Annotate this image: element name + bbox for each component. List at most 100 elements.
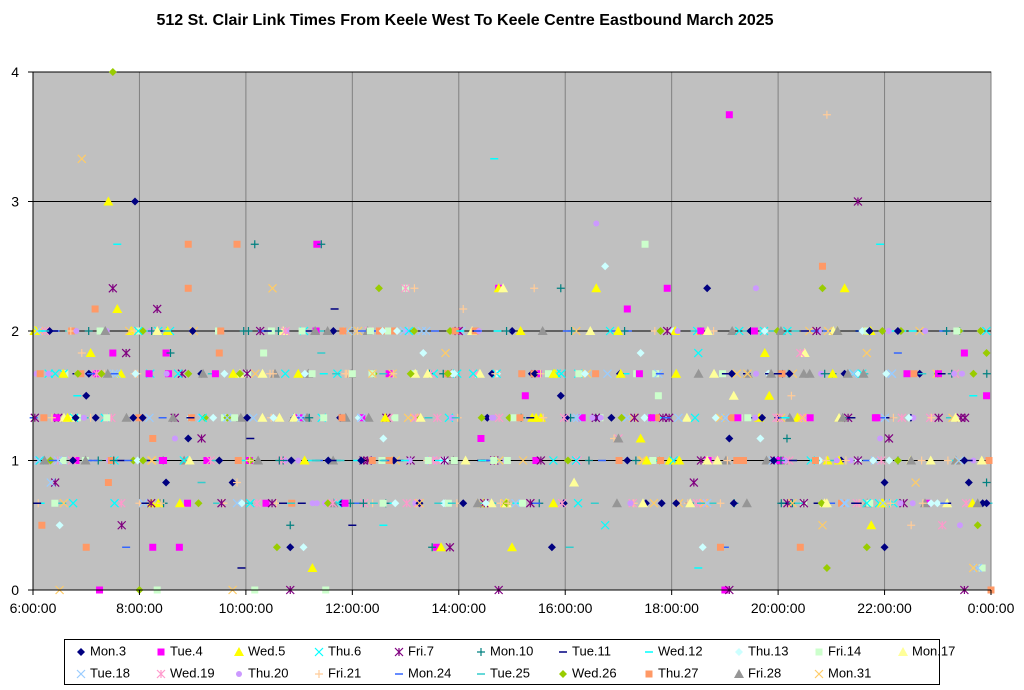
data-point-dense [772, 413, 781, 423]
data-point-dense [406, 457, 413, 464]
data-point-dense [927, 499, 936, 508]
data-point-dense [799, 498, 809, 508]
data-point [893, 327, 902, 335]
data-point-dense [613, 326, 624, 335]
data-point-dense [410, 327, 419, 335]
data-point-dense [878, 498, 888, 508]
data-point-dense [833, 457, 840, 464]
legend-label: Wed.26 [572, 665, 617, 681]
data-point-dense [384, 327, 392, 335]
scatter-plot: 6:00:00 8:00:00 10:00:00 12:00:00 14:00:00 16… [10, 64, 1015, 616]
data-point-dense [671, 368, 682, 378]
x-tick-label: 8:00:00 [116, 600, 163, 616]
data-point-dense [557, 498, 567, 508]
data-point [973, 563, 983, 573]
data-point-dense [502, 327, 511, 335]
data-point-dense [910, 414, 917, 421]
legend-label: Tue.25 [490, 665, 530, 681]
data-point-dense [950, 455, 961, 465]
data-point-dense [592, 370, 600, 378]
data-point-dense [838, 499, 846, 507]
data-point [317, 240, 326, 249]
legend-marker [76, 669, 86, 678]
data-point-dense [363, 412, 374, 422]
data-point [782, 434, 791, 443]
data-point-dense [472, 498, 483, 508]
data-point [348, 370, 356, 378]
data-point-dense [917, 456, 926, 465]
data-point [702, 498, 712, 508]
data-point-dense [91, 413, 100, 422]
legend-item: Fri.28 [733, 665, 781, 681]
data-point-dense [842, 368, 853, 378]
data-point-dense [657, 499, 666, 508]
data-point [968, 563, 978, 573]
data-point [521, 392, 529, 400]
data-point-dense [97, 369, 106, 378]
data-point-dense [80, 455, 91, 465]
data-point-dense [580, 369, 589, 378]
data-point-dense [585, 326, 596, 335]
data-point-dense [257, 412, 268, 422]
data-point-dense [563, 456, 572, 465]
data-point-dense [674, 413, 683, 423]
data-point-dense [532, 457, 540, 464]
data-point [498, 283, 509, 293]
data-point-dense [235, 369, 244, 378]
data-point [441, 348, 450, 358]
data-point [245, 498, 255, 508]
data-point-dense [869, 456, 878, 465]
legend-item: Wed.26 [557, 665, 617, 681]
data-point-dense [734, 414, 742, 422]
legend-label: Thu.6 [328, 643, 362, 659]
data-point-dense [970, 457, 977, 464]
data-point-dense [417, 326, 427, 336]
data-point [46, 478, 56, 487]
data-point [982, 349, 991, 358]
data-point-dense [711, 413, 720, 422]
data-point [862, 543, 871, 552]
data-point [978, 564, 986, 572]
data-point-dense [59, 457, 67, 464]
data-point-dense [681, 412, 692, 422]
data-point-dense [391, 414, 399, 422]
data-point-dense [424, 457, 432, 464]
data-point-dense [203, 457, 211, 464]
data-point-dense [184, 455, 195, 465]
data-point [166, 349, 175, 358]
data-point [268, 283, 277, 293]
data-point-dense [617, 413, 626, 422]
data-point-dense [133, 326, 143, 336]
data-point-dense [858, 368, 869, 378]
data-point-dense [110, 498, 119, 508]
data-point-dense [124, 326, 134, 336]
data-point-dense [68, 498, 78, 508]
data-point [149, 434, 157, 442]
data-point-dense [295, 457, 302, 464]
data-point-dense [637, 498, 648, 508]
data-point-dense [915, 326, 924, 336]
data-point-dense [976, 455, 987, 465]
data-point-dense [30, 413, 40, 423]
data-point-dense [548, 456, 558, 465]
legend-marker [815, 648, 823, 656]
data-point-dense [805, 326, 814, 336]
data-point-dense [548, 368, 559, 378]
data-point-dense [657, 457, 665, 464]
data-point [756, 434, 765, 443]
legend-label: Thu.27 [658, 665, 699, 681]
data-point-dense [217, 327, 225, 335]
data-point-dense [674, 455, 685, 465]
data-point-dense [685, 498, 696, 508]
data-point [286, 543, 295, 552]
data-point [635, 433, 646, 443]
data-point [356, 413, 366, 423]
data-point [149, 543, 157, 551]
x-tick-label: 0:00:00 [968, 600, 1015, 616]
data-point-dense [897, 500, 904, 507]
data-point [725, 111, 733, 119]
data-point-dense [518, 499, 526, 507]
legend-label: Fri.14 [828, 643, 862, 659]
data-point-dense [32, 326, 42, 336]
data-point-dense [96, 327, 104, 335]
